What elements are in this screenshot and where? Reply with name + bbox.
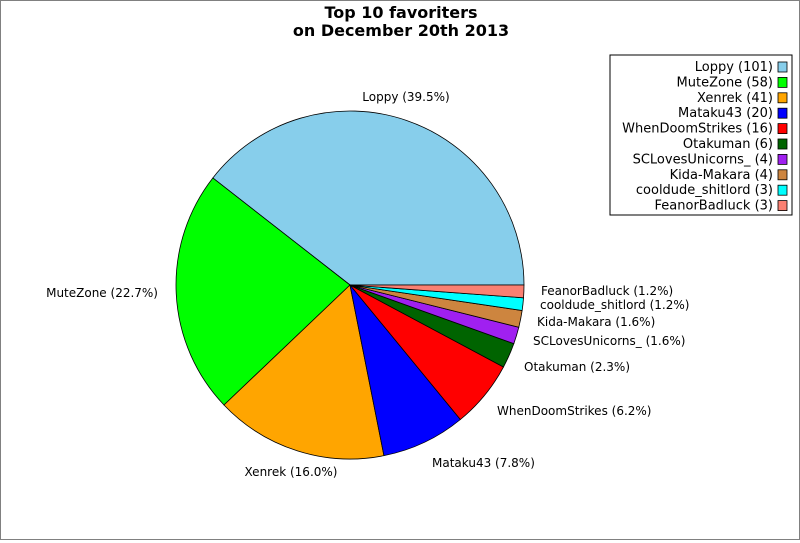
legend-swatch-feanorbadluck: [777, 200, 788, 212]
slice-label-kida-makara: Kida-Makara (1.6%): [537, 315, 655, 329]
slice-label-xenrek: Xenrek (16.0%): [245, 465, 338, 479]
slice-label-mataku43: Mataku43 (7.8%): [432, 456, 535, 470]
legend-swatch-mutezone: [777, 77, 788, 88]
slice-label-otakuman: Otakuman (2.3%): [524, 360, 630, 374]
legend-swatch-otakuman: [777, 138, 788, 150]
pie-labels: Loppy (39.5%) MuteZone (22.7%) Xenrek (16.…: [46, 90, 689, 479]
chart-title-line-1: Top 10 favoriters: [324, 3, 477, 22]
pie-slice-mutezone: [175, 177, 351, 406]
slice-label-whendoomstrikes: WhenDoomStrikes (6.2%): [497, 404, 651, 418]
legend-swatch-cooldude-shitlord: [777, 184, 788, 196]
legend-entry-kida-makara: Kida-Makara (4): [670, 168, 773, 183]
legend-entry-loppy: Loppy (101): [695, 60, 773, 75]
pie-slice-loppy: [212, 110, 525, 286]
slice-label-feanorbadluck: FeanorBadluck (1.2%): [541, 284, 673, 298]
legend: Loppy (101)MuteZone (58)Xenrek (41)Matak…: [609, 54, 793, 216]
slice-label-loppy: Loppy (39.5%): [362, 90, 449, 104]
legend-entry-feanorbadluck: FeanorBadluck (3): [655, 199, 773, 214]
chart-title-line-2: on December 20th 2013: [293, 21, 509, 40]
legend-swatch-sclovesunicorns: [777, 153, 788, 165]
legend-entry-mataku43: Mataku43 (20): [678, 106, 773, 121]
legend-entry-otakuman: Otakuman (6): [683, 137, 773, 152]
legend-entry-whendoomstrikes: WhenDoomStrikes (16): [622, 122, 773, 137]
legend-entry-mutezone: MuteZone (58): [677, 75, 773, 90]
pie-slices: [175, 110, 525, 460]
pie-slice-feanorbadluck: [349, 284, 525, 299]
legend-entry-cooldude-shitlord: cooldude_shitlord (3): [636, 183, 773, 198]
legend-swatch-xenrek: [777, 92, 788, 104]
legend-swatch-mataku43: [777, 107, 788, 119]
legend-box: [609, 54, 793, 216]
slice-label-cooldude-shitlord: cooldude_shitlord (1.2%): [540, 298, 689, 312]
legend-swatch-kida-makara: [777, 169, 788, 181]
slice-label-sclovesunicorns: SCLovesUnicorns_ (1.6%): [533, 334, 685, 348]
pie-slice-xenrek: [223, 284, 385, 460]
legend-swatch-loppy: [777, 61, 788, 73]
legend-swatch-whendoomstrikes: [777, 123, 788, 134]
legend-entry-sclovesunicorns: SCLovesUnicorns_ (4): [633, 152, 773, 167]
legend-entry-xenrek: Xenrek (41): [697, 91, 773, 106]
slice-label-mutezone: MuteZone (22.7%): [46, 286, 158, 300]
